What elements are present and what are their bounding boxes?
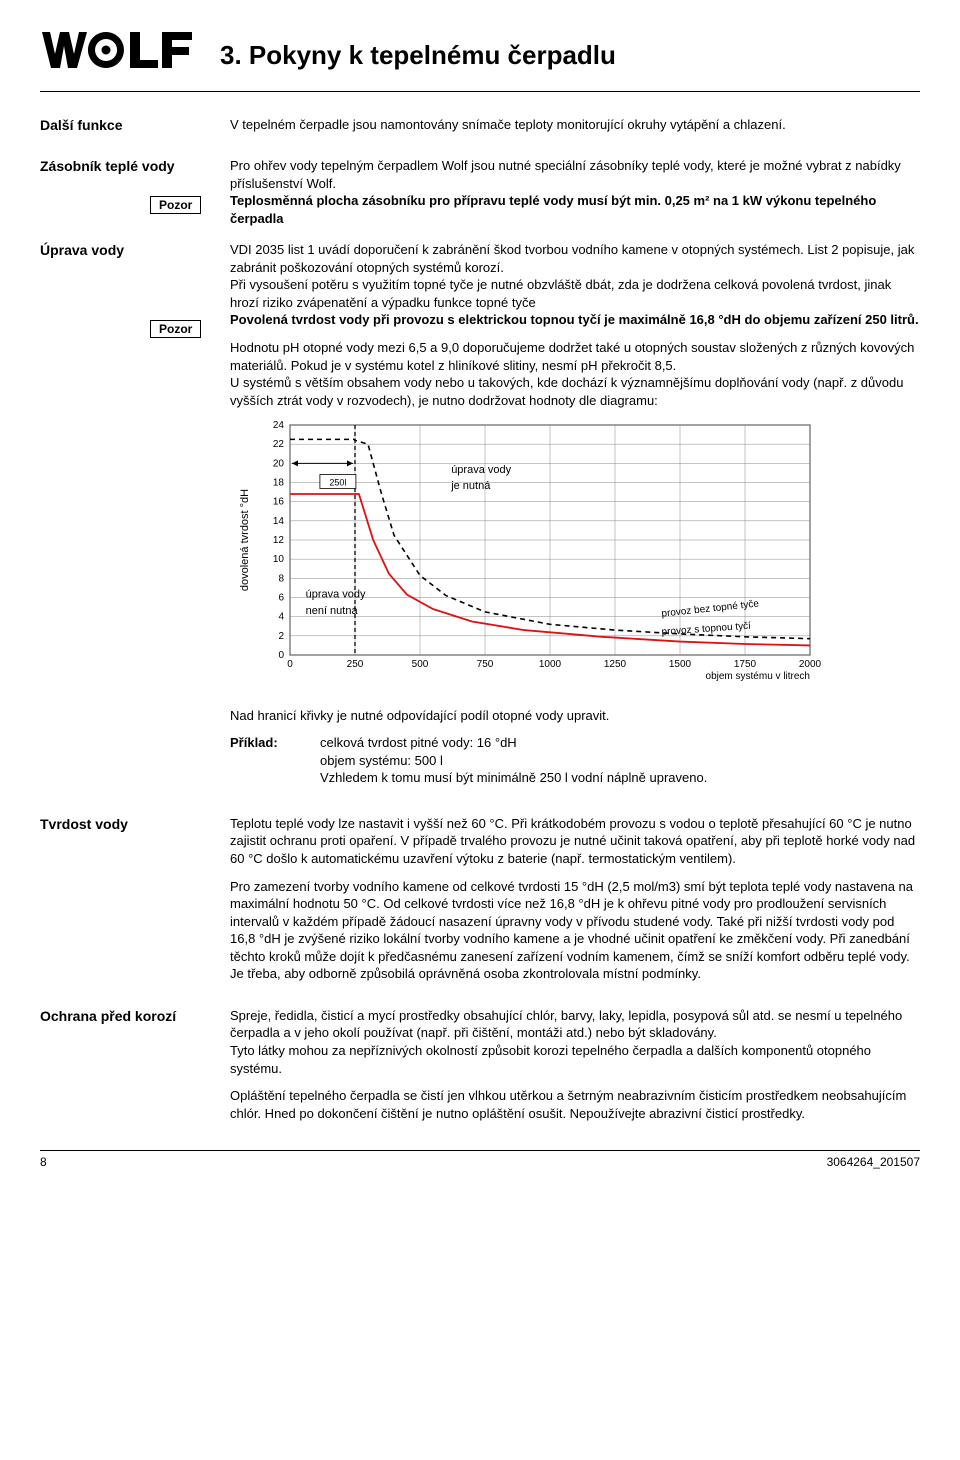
svg-text:1750: 1750 [734,659,757,670]
svg-text:je nutná: je nutná [450,480,491,492]
chart-caption: Nad hranicí křivky je nutné odpovídající… [230,707,920,725]
svg-text:500: 500 [412,659,429,670]
label-ochrana: Ochrana před korozí [40,1007,230,1026]
svg-text:20: 20 [273,459,285,470]
svg-text:18: 18 [273,478,285,489]
text-ochrana-1: Spreje, ředidla, čisticí a mycí prostřed… [230,1007,920,1042]
text-uprava-2: Při vysoušení potěru s využitím topné ty… [230,276,920,311]
label-uprava: Úprava vody [40,242,124,258]
text-zasobnik-1: Pro ohřev vody tepelným čerpadlem Wolf j… [230,157,920,192]
svg-text:2000: 2000 [799,659,822,670]
pozor-box-2: Pozor [150,320,201,338]
svg-text:1000: 1000 [539,659,562,670]
svg-text:12: 12 [273,535,285,546]
svg-text:0: 0 [287,659,293,670]
text-tvrdost-1: Teplotu teplé vody lze nastavit i vyšší … [230,815,920,868]
text-uprava-3: Povolená tvrdost vody při provozu s elek… [230,311,920,329]
page-footer: 8 3064264_201507 [40,1150,920,1170]
hardness-chart: 0250500750100012501500175020000246810121… [230,415,920,695]
page-title: 3. Pokyny k tepelnému čerpadlu [220,38,616,73]
text-tvrdost-2: Pro zamezení tvorby vodního kamene od ce… [230,878,920,983]
svg-text:dovolená tvrdost °dH: dovolená tvrdost °dH [239,489,251,591]
svg-text:750: 750 [477,659,494,670]
text-zasobnik-2: Teplosměnná plocha zásobníku pro příprav… [230,192,920,227]
svg-text:14: 14 [273,516,285,527]
wolf-logo [40,28,200,77]
text-dalsi-funkce: V tepelném čerpadle jsou namontovány sní… [230,116,920,134]
priklad-line-3: Vzhledem k tomu musí být minimálně 250 l… [320,769,707,787]
text-uprava-1: VDI 2035 list 1 uvádí doporučení k zabrá… [230,241,920,276]
svg-text:6: 6 [278,593,284,604]
priklad-line-2: objem systému: 500 l [320,752,707,770]
page-header: 3. Pokyny k tepelnému čerpadlu [40,28,920,77]
text-uprava-5: U systémů s větším obsahem vody nebo u t… [230,374,920,409]
svg-text:16: 16 [273,497,285,508]
doc-code: 3064264_201507 [827,1154,920,1170]
svg-text:2: 2 [278,631,284,642]
page-number: 8 [40,1154,47,1170]
svg-text:není nutná: není nutná [306,605,359,617]
svg-text:24: 24 [273,420,285,431]
priklad-line-1: celková tvrdost pitné vody: 16 °dH [320,734,707,752]
label-tvrdost: Tvrdost vody [40,815,230,834]
svg-text:4: 4 [278,612,284,623]
label-dalsi-funkce: Další funkce [40,116,230,135]
priklad-label: Příklad: [230,734,320,787]
svg-text:0: 0 [278,650,284,661]
label-zasobnik: Zásobník teplé vody [40,158,175,174]
svg-text:1250: 1250 [604,659,627,670]
svg-text:1500: 1500 [669,659,692,670]
text-ochrana-3: Opláštění tepelného čerpadla se čistí je… [230,1087,920,1122]
svg-text:250l: 250l [329,478,346,488]
pozor-box-1: Pozor [150,196,201,214]
svg-text:objem systému v litrech: objem systému v litrech [706,671,810,682]
text-ochrana-2: Tyto látky mohou za nepříznivých okolnos… [230,1042,920,1077]
title-underline [40,91,920,92]
svg-text:22: 22 [273,439,285,450]
svg-text:10: 10 [273,554,285,565]
svg-text:úprava vody: úprava vody [306,589,366,601]
svg-text:8: 8 [278,574,284,585]
text-uprava-4: Hodnotu pH otopné vody mezi 6,5 a 9,0 do… [230,339,920,374]
svg-text:úprava vody: úprava vody [451,464,511,476]
svg-text:250: 250 [347,659,364,670]
